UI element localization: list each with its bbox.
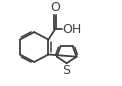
Text: O: O (50, 1, 60, 14)
Text: S: S (63, 64, 71, 77)
Text: OH: OH (62, 23, 82, 36)
